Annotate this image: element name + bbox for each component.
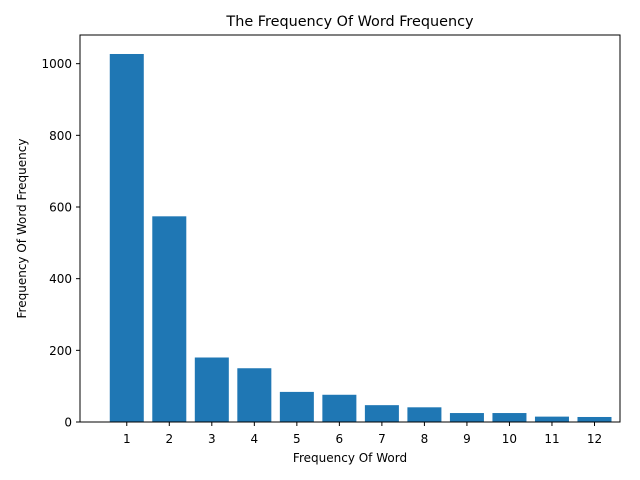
x-tick-label: 9 bbox=[463, 432, 471, 446]
y-tick-label: 0 bbox=[64, 416, 72, 430]
x-tick-label: 8 bbox=[421, 432, 429, 446]
bar-9 bbox=[449, 413, 484, 422]
bar-1 bbox=[109, 53, 144, 422]
y-tick-label: 800 bbox=[49, 129, 72, 143]
x-axis-label: Frequency Of Word bbox=[293, 451, 407, 465]
y-tick-label: 400 bbox=[49, 272, 72, 286]
x-axis-ticks: 1 2 3 4 5 6 7 8 9 10 11 12 bbox=[123, 422, 602, 446]
y-tick-label: 600 bbox=[49, 201, 72, 215]
bar-5 bbox=[279, 391, 314, 422]
x-tick-label: 5 bbox=[293, 432, 301, 446]
y-tick-label: 1000 bbox=[41, 57, 72, 71]
x-tick-label: 3 bbox=[208, 432, 216, 446]
bar-7 bbox=[364, 405, 399, 422]
chart-title: The Frequency Of Word Frequency bbox=[225, 14, 474, 30]
bar-4 bbox=[237, 368, 272, 422]
x-tick-label: 7 bbox=[378, 432, 386, 446]
bar-3 bbox=[194, 357, 229, 422]
x-tick-label: 1 bbox=[123, 432, 131, 446]
bar-10 bbox=[492, 413, 527, 422]
plot-frame bbox=[79, 34, 621, 423]
y-axis-label: Frequency Of Word Frequency bbox=[15, 139, 29, 319]
bar-12 bbox=[577, 416, 612, 422]
bar-2 bbox=[152, 216, 187, 422]
bar-8 bbox=[407, 407, 442, 422]
x-tick-label: 12 bbox=[587, 432, 602, 446]
x-tick-label: 4 bbox=[251, 432, 259, 446]
x-tick-label: 6 bbox=[336, 432, 344, 446]
y-axis-ticks: 0 200 400 600 800 1000 bbox=[41, 57, 80, 430]
x-tick-label: 11 bbox=[544, 432, 559, 446]
bar-11 bbox=[534, 416, 569, 422]
bar-6 bbox=[322, 394, 357, 422]
y-tick-label: 200 bbox=[49, 344, 72, 358]
x-tick-label: 2 bbox=[165, 432, 173, 446]
x-tick-label: 10 bbox=[502, 432, 517, 446]
bars-group bbox=[109, 53, 612, 422]
